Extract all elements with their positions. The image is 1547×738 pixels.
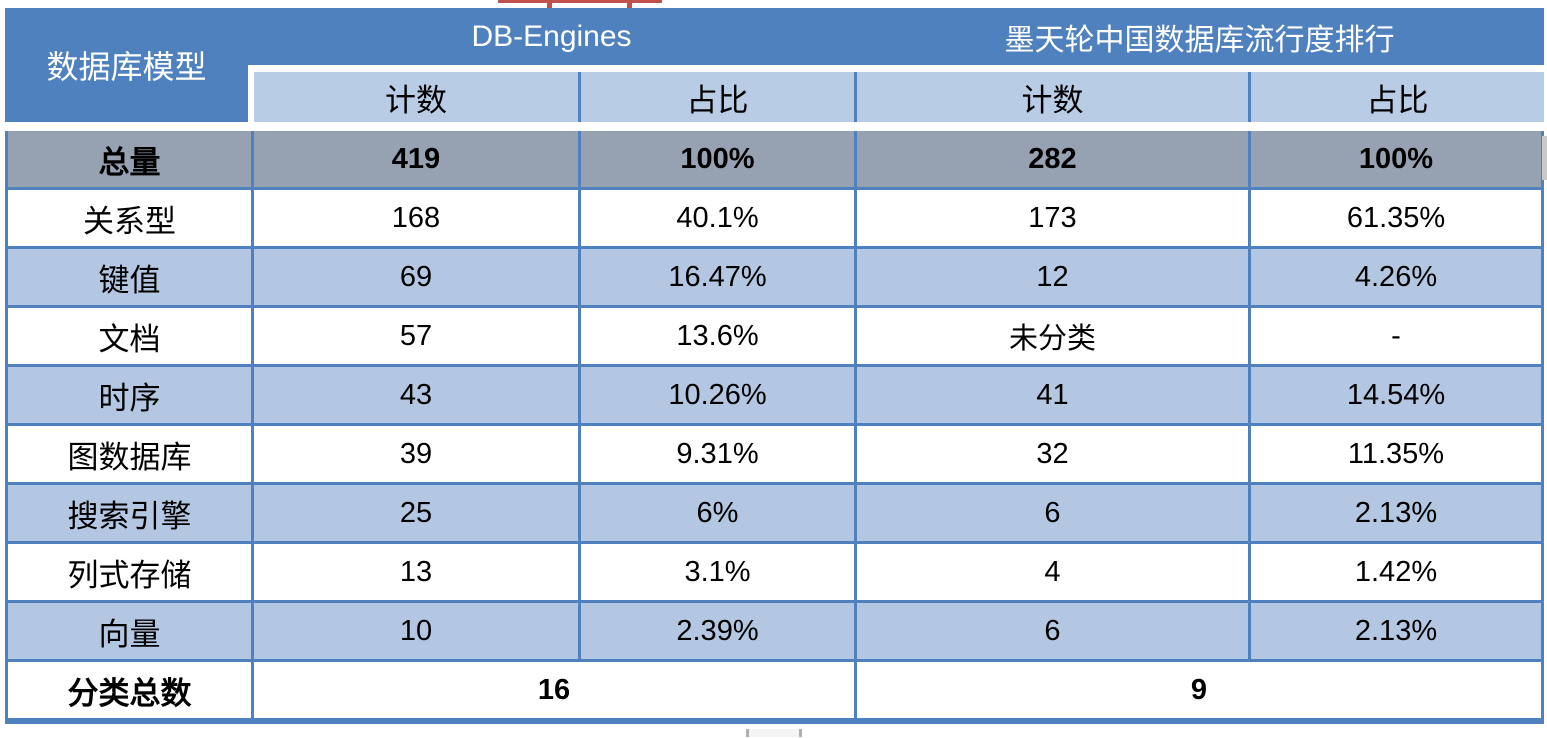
cell-db-count: 13 <box>254 544 578 600</box>
table-row: 文档 57 13.6% 未分类 - <box>8 308 1541 364</box>
cell-db-count: 10 <box>254 603 578 659</box>
table-row: 关系型 168 40.1% 173 61.35% <box>8 190 1541 246</box>
cell-mtl-share: 61.35% <box>1251 190 1541 246</box>
row-label: 向量 <box>8 603 251 659</box>
row-label: 关系型 <box>8 190 251 246</box>
table-row: 键值 69 16.47% 12 4.26% <box>8 249 1541 305</box>
cell-db-count: 25 <box>254 485 578 541</box>
cell-mtl-count: 32 <box>857 426 1248 482</box>
red-annotation-tick <box>627 0 632 8</box>
row-label: 搜索引擎 <box>8 485 251 541</box>
subheader-share-db: 占比 <box>581 72 854 122</box>
subheader-share-mtl: 占比 <box>1251 72 1544 122</box>
footer-mtl-category-total: 9 <box>857 662 1541 718</box>
row-label: 总量 <box>8 131 251 187</box>
cell-db-share: 16.47% <box>581 249 854 305</box>
subheader-count-mtl: 计数 <box>857 72 1248 122</box>
vertical-scrollbar-thumb[interactable] <box>1542 136 1547 180</box>
group-header-db-engines: DB-Engines <box>471 19 632 53</box>
corner-header-cell: 数据库模型 <box>5 8 248 122</box>
cell-mtl-share: 4.26% <box>1251 249 1541 305</box>
cell-mtl-count: 6 <box>857 603 1248 659</box>
red-annotation-tick <box>547 0 552 8</box>
cell-db-count: 57 <box>254 308 578 364</box>
cell-mtl-count: 41 <box>857 367 1248 423</box>
cell-mtl-count: 未分类 <box>857 308 1248 364</box>
table-body: 总量 419 100% 282 100% 关系型 168 40.1% 173 6… <box>5 131 1544 724</box>
cell-db-share: 6% <box>581 485 854 541</box>
cell-db-count: 69 <box>254 249 578 305</box>
table-row-total: 总量 419 100% 282 100% <box>8 131 1541 187</box>
cell-mtl-count: 4 <box>857 544 1248 600</box>
table-footer-row: 分类总数 16 9 <box>8 662 1541 718</box>
footer-db-category-total: 16 <box>254 662 854 718</box>
cell-mtl-share: 2.13% <box>1251 603 1541 659</box>
cell-db-share: 40.1% <box>581 190 854 246</box>
row-label: 图数据库 <box>8 426 251 482</box>
row-label: 键值 <box>8 249 251 305</box>
cell-db-count: 39 <box>254 426 578 482</box>
footer-label: 分类总数 <box>8 662 251 718</box>
horizontal-scrollbar-thumb[interactable] <box>746 729 802 737</box>
cell-mtl-share: 14.54% <box>1251 367 1541 423</box>
cell-mtl-count: 173 <box>857 190 1248 246</box>
table-row: 搜索引擎 25 6% 6 2.13% <box>8 485 1541 541</box>
cell-db-count: 419 <box>254 131 578 187</box>
red-annotation-line <box>498 0 662 3</box>
cell-mtl-share: 100% <box>1251 131 1541 187</box>
group-header-row: DB-Engines 墨天轮中国数据库流行度排行 <box>248 8 1544 65</box>
cell-db-count: 168 <box>254 190 578 246</box>
cell-db-share: 9.31% <box>581 426 854 482</box>
cell-mtl-count: 12 <box>857 249 1248 305</box>
row-label: 文档 <box>8 308 251 364</box>
cell-db-share: 10.26% <box>581 367 854 423</box>
cell-db-share: 2.39% <box>581 603 854 659</box>
row-label: 列式存储 <box>8 544 251 600</box>
cell-db-share: 100% <box>581 131 854 187</box>
cell-mtl-count: 282 <box>857 131 1248 187</box>
cell-mtl-share: 11.35% <box>1251 426 1541 482</box>
cell-mtl-share: 2.13% <box>1251 485 1541 541</box>
group-header-motianlun: 墨天轮中国数据库流行度排行 <box>1004 23 1395 57</box>
table-row: 向量 10 2.39% 6 2.13% <box>8 603 1541 659</box>
cell-db-count: 43 <box>254 367 578 423</box>
cell-mtl-share: 1.42% <box>1251 544 1541 600</box>
cell-mtl-count: 6 <box>857 485 1248 541</box>
subheader-count-db: 计数 <box>254 72 578 122</box>
subheader-row: 计数 占比 计数 占比 <box>254 72 1544 122</box>
table-row: 时序 43 10.26% 41 14.54% <box>8 367 1541 423</box>
cell-db-share: 13.6% <box>581 308 854 364</box>
cell-db-share: 3.1% <box>581 544 854 600</box>
table-row: 列式存储 13 3.1% 4 1.42% <box>8 544 1541 600</box>
table-row: 图数据库 39 9.31% 32 11.35% <box>8 426 1541 482</box>
row-label: 时序 <box>8 367 251 423</box>
cell-mtl-share: - <box>1251 308 1541 364</box>
